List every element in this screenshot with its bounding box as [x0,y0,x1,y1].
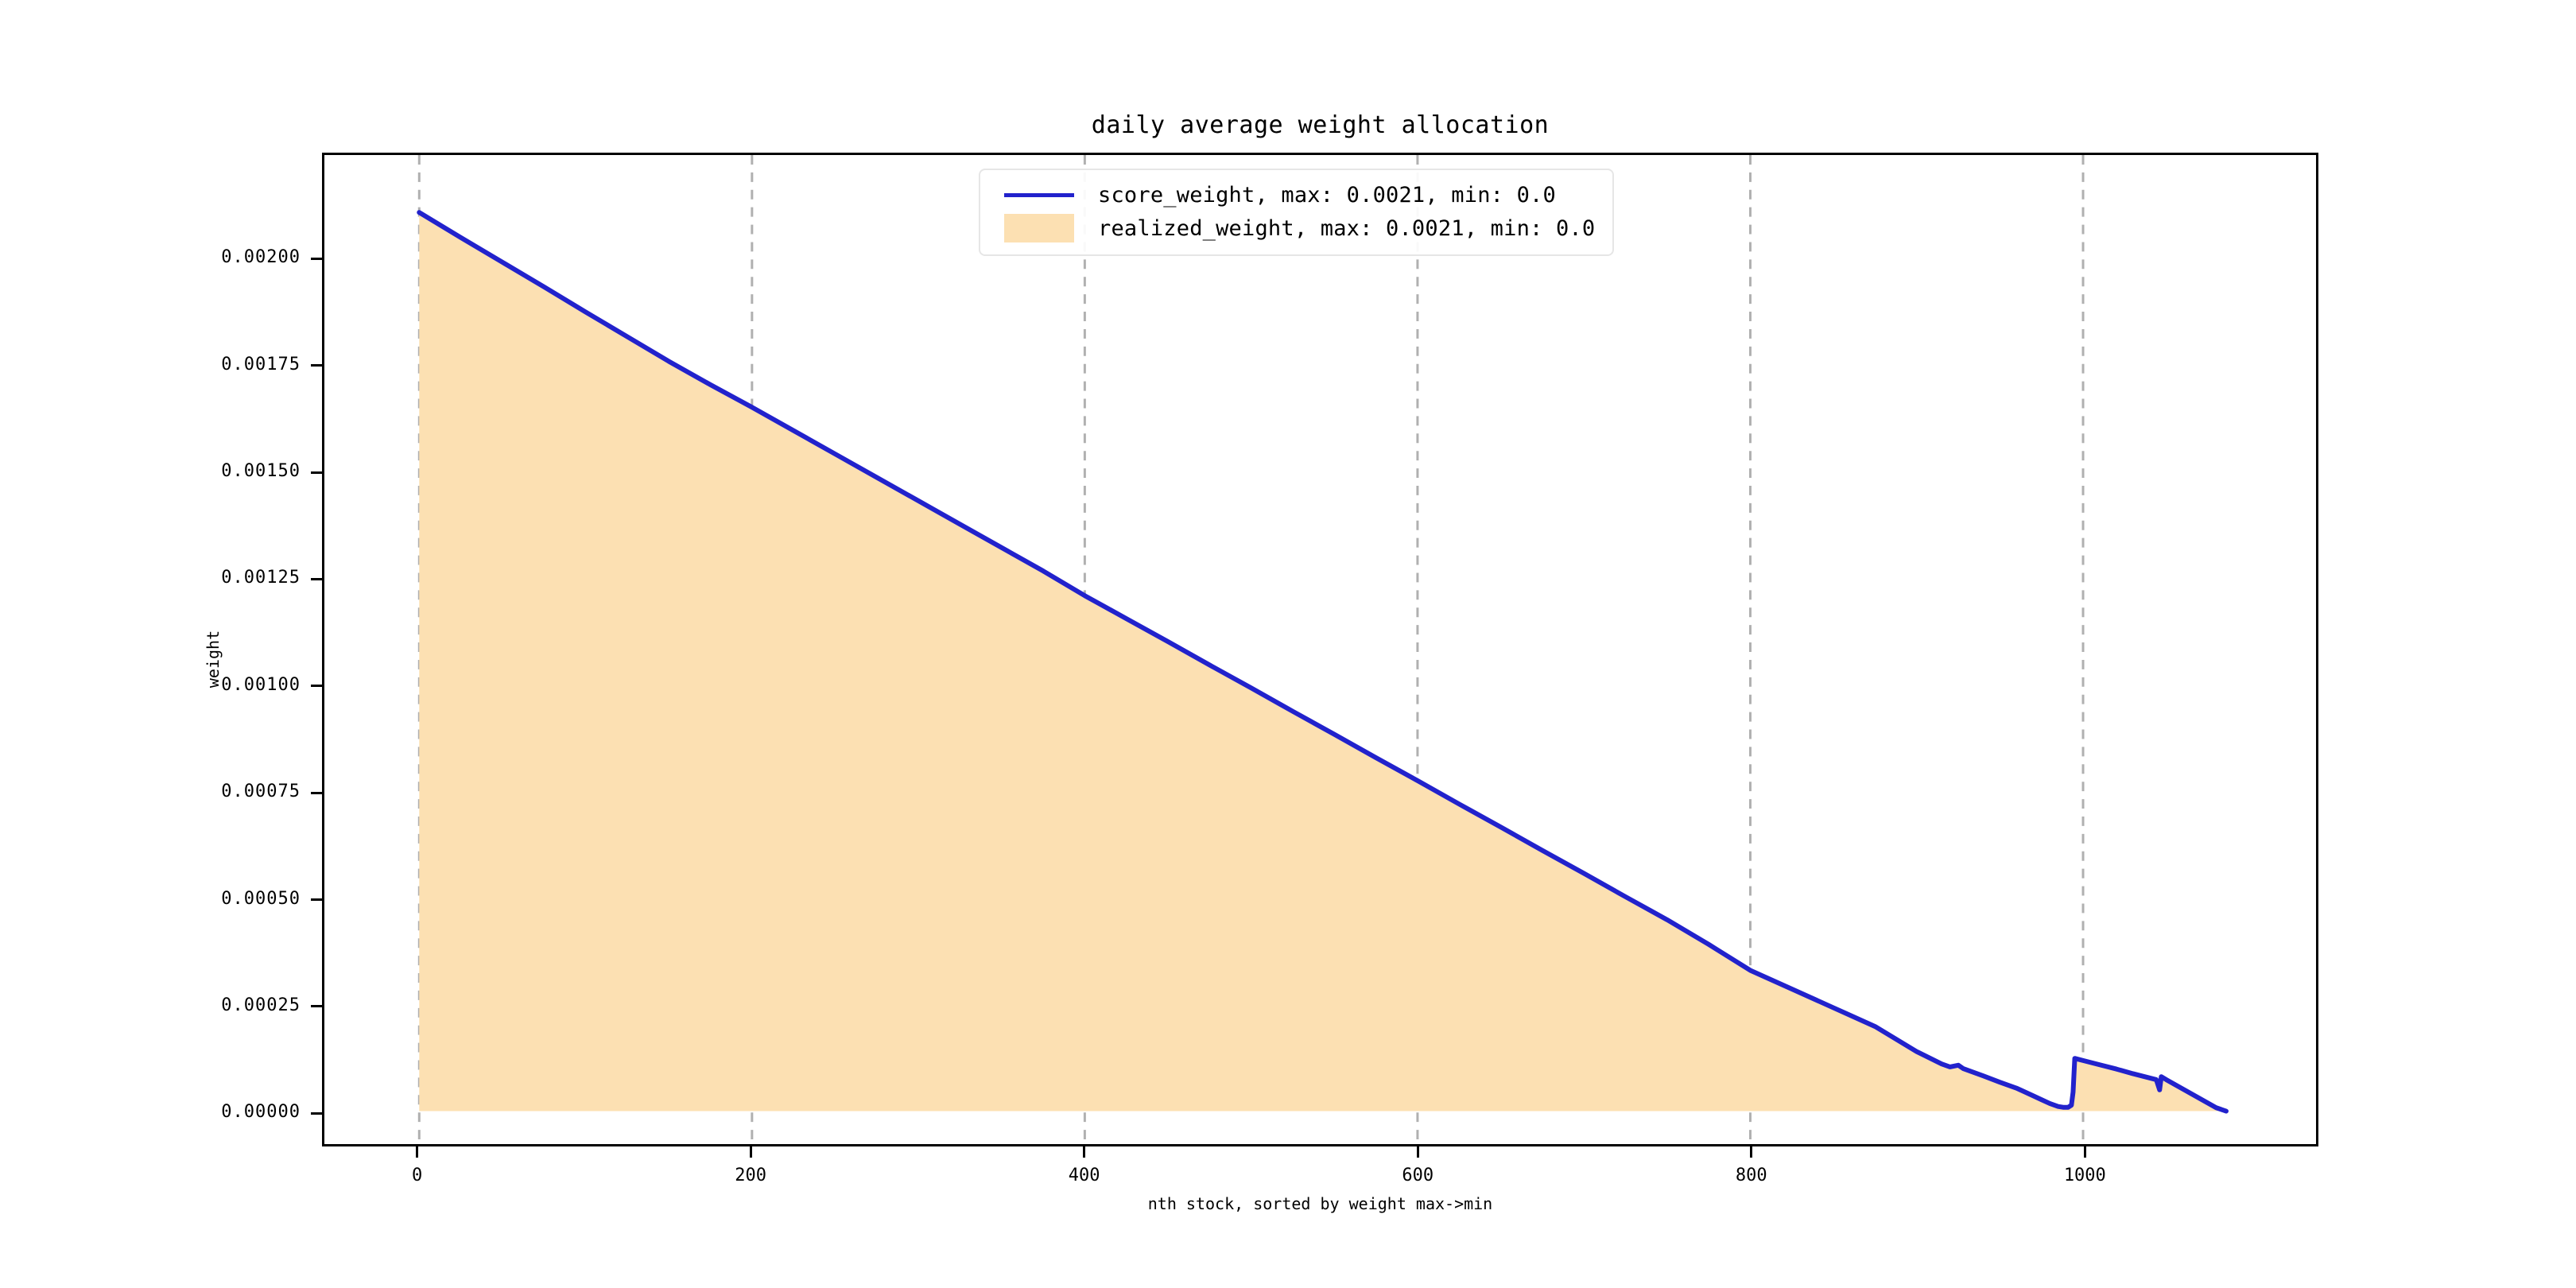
x-tick-mark-2 [1083,1146,1086,1158]
y-tick-label-4: 0.00100 [221,674,301,695]
y-tick-label-5: 0.00125 [221,568,301,588]
legend-item-realized-weight: realized_weight, max: 0.0021, min: 0.0 [995,211,1595,245]
legend-line-swatch-key [995,192,1084,197]
legend-label-score-weight: score_weight, max: 0.0021, min: 0.0 [1098,182,1556,208]
y-tick-mark-4 [311,685,322,688]
y-tick-mark-3 [311,791,322,794]
y-tick-mark-1 [311,1005,322,1008]
x-tick-label-4: 800 [1735,1166,1767,1185]
y-tick-mark-7 [311,364,322,367]
x-tick-mark-3 [1416,1146,1419,1158]
x-tick-label-2: 400 [1068,1166,1100,1185]
line-swatch-icon [1004,192,1074,197]
x-tick-label-3: 600 [1402,1166,1434,1185]
y-tick-label-3: 0.00075 [221,782,301,802]
chart-legend: score_weight, max: 0.0021, min: 0.0 real… [979,169,1615,256]
x-tick-mark-4 [1750,1146,1753,1158]
y-tick-mark-0 [311,1111,322,1115]
y-axis-label: weight [204,630,223,689]
plot-svg [324,155,2316,1144]
score-weight-line [419,212,2226,1111]
y-tick-label-7: 0.00175 [221,354,301,374]
y-tick-mark-6 [311,471,322,474]
legend-label-realized-weight: realized_weight, max: 0.0021, min: 0.0 [1098,215,1596,241]
legend-item-score-weight: score_weight, max: 0.0021, min: 0.0 [995,178,1595,211]
y-tick-label-0: 0.00000 [221,1102,301,1123]
page-title: daily average weight allocation [1091,111,1550,139]
y-tick-mark-2 [311,898,322,902]
x-axis-label: nth stock, sorted by weight max->min [1147,1194,1493,1213]
y-tick-label-8: 0.00200 [221,247,301,268]
patch-swatch-icon [1004,214,1074,242]
x-tick-mark-1 [749,1146,752,1158]
x-tick-label-5: 1000 [2063,1166,2106,1185]
y-tick-label-2: 0.00050 [221,888,301,909]
y-tick-label-6: 0.00150 [221,461,301,482]
legend-patch-swatch-key [995,214,1084,242]
x-tick-label-1: 200 [735,1166,766,1185]
x-tick-mark-0 [416,1146,419,1158]
y-tick-label-1: 0.00025 [221,995,301,1015]
x-tick-mark-5 [2083,1146,2086,1158]
y-tick-mark-5 [311,577,322,580]
y-tick-mark-8 [311,257,322,260]
plot-area [322,153,2318,1146]
x-tick-label-0: 0 [411,1166,423,1185]
realized-weight-area [419,212,2226,1111]
